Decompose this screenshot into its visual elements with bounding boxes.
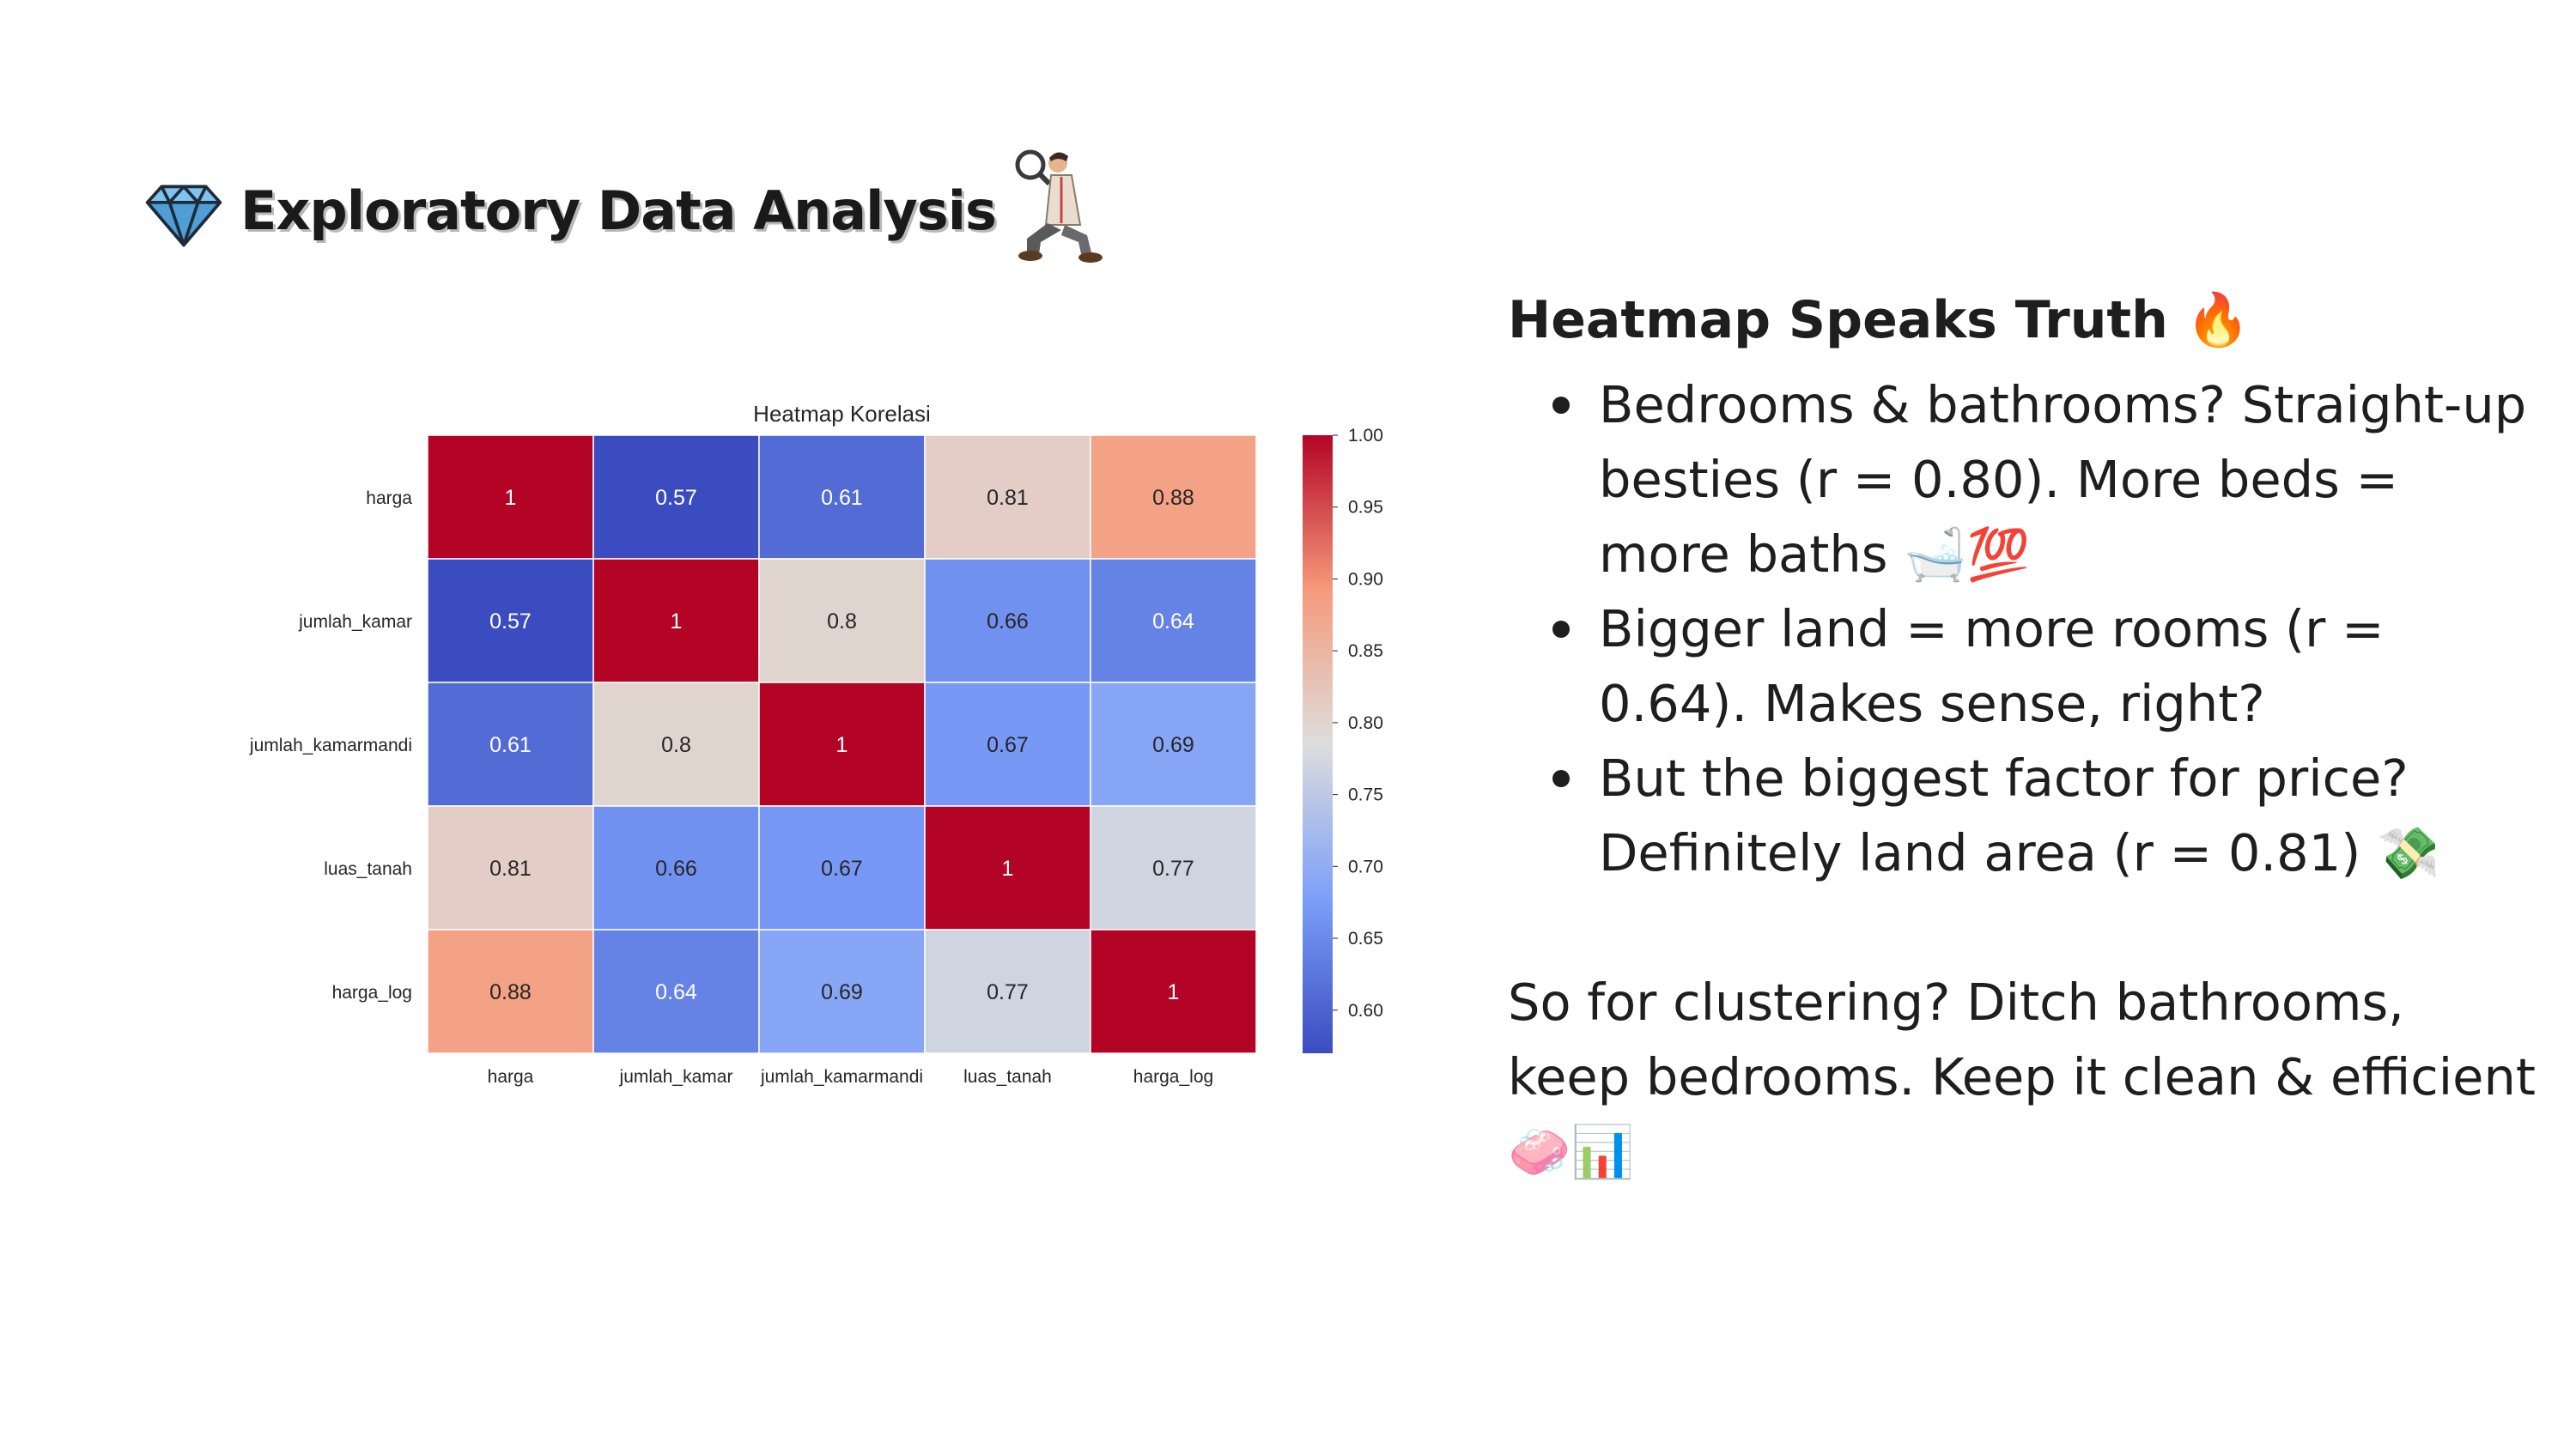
cell-value-label: 0.77: [1152, 857, 1194, 881]
cell-value-label: 0.66: [987, 609, 1029, 634]
slide-header: Exploratory Data Analysis: [144, 149, 1113, 266]
heatmap-cell: [758, 434, 926, 560]
conclusion-text: So for clustering? Ditch bathrooms, keep…: [1508, 973, 2536, 1106]
bullet-text-bedrooms-bathrooms: Bedrooms & bathrooms? Straight-up bestie…: [1599, 375, 2527, 584]
cell-value-label: 0.81: [489, 857, 532, 881]
cell-value-label: 0.69: [1152, 733, 1194, 757]
colorbar-tick-label: 0.95: [1348, 498, 1383, 518]
cell-value-label: 0.64: [655, 980, 697, 1004]
colorbar-tick-label: 0.85: [1348, 641, 1383, 661]
colorbar-tick-label: 0.75: [1348, 785, 1383, 805]
insights-heading-text: Heatmap Speaks Truth: [1508, 290, 2168, 350]
money-wings-icon: 💸: [2377, 823, 2440, 882]
list-item: Bedrooms & bathrooms? Straight-up bestie…: [1508, 367, 2538, 591]
heatmap-cell: [592, 682, 760, 807]
gem-icon: [145, 185, 222, 247]
cell-value-label: 0.8: [661, 733, 691, 757]
heatmap-cell: [758, 929, 926, 1054]
bathtub-hundred-icon: 🛁💯: [1904, 524, 2031, 584]
colorbar-tick-label: 1.00: [1348, 426, 1383, 446]
heatmap-cell: [924, 682, 1091, 807]
heatmap-cell: [427, 929, 594, 1054]
heatmap-cell: [758, 558, 926, 683]
cell-value-label: 0.81: [987, 486, 1029, 510]
colorbar-tick-label: 0.60: [1348, 1001, 1383, 1021]
cell-value-label: 0.61: [821, 486, 863, 510]
heatmap-chart: Heatmap Korelasi 1 0.57 0.61 0.81 0.88 0.57 1 0.…: [232, 391, 1434, 1094]
cell-value-label: 0.8: [827, 609, 857, 634]
page-title: Exploratory Data Analysis: [240, 179, 997, 242]
colorbar-tick-label: 0.70: [1348, 857, 1383, 876]
colorbar-tick-label: 0.90: [1348, 569, 1383, 589]
heatmap-cell: [1090, 682, 1257, 807]
conclusion-paragraph: So for clustering? Ditch bathrooms, keep…: [1508, 965, 2538, 1189]
cell-value-label: 0.88: [489, 980, 532, 1004]
y-tick-label: luas_tanah: [324, 859, 412, 879]
y-tick-label: jumlah_kamar: [298, 612, 412, 632]
x-tick-label: jumlah_kamarmandi: [760, 1067, 923, 1087]
insights-list: Bedrooms & bathrooms? Straight-up bestie…: [1508, 367, 2538, 890]
colorbar-tick-label: 0.80: [1348, 713, 1383, 733]
y-tick-label: jumlah_kamarmandi: [249, 736, 412, 755]
cell-value-label: 1: [836, 733, 848, 757]
heatmap-cell: [758, 805, 926, 931]
cell-value-label: 0.69: [821, 980, 863, 1004]
heatmap-cell: [592, 805, 760, 931]
cell-value-label: 1: [671, 609, 683, 634]
x-tick-label: harga: [488, 1067, 534, 1087]
x-tick-label: harga_log: [1133, 1067, 1213, 1087]
cell-value-label: 1: [1168, 980, 1180, 1004]
fire-icon: 🔥: [2185, 290, 2251, 350]
list-item: Bigger land = more rooms (r = 0.64). Mak…: [1508, 591, 2538, 741]
y-tick-label: harga: [366, 488, 412, 508]
cell-value-label: 0.67: [821, 857, 863, 881]
cell-value-label: 0.64: [1152, 609, 1194, 634]
cell-value-label: 0.57: [489, 609, 532, 634]
cell-value-label: 0.57: [655, 486, 697, 510]
cell-value-label: 0.88: [1152, 486, 1194, 510]
chart-title: Heatmap Korelasi: [753, 401, 931, 427]
cell-value-label: 1: [505, 486, 517, 510]
list-item: But the biggest factor for price? Defini…: [1508, 741, 2538, 890]
heatmap-cell: [427, 682, 594, 807]
cell-value-label: 0.66: [655, 857, 697, 881]
bullet-text-price-factor: But the biggest factor for price? Defini…: [1599, 749, 2409, 882]
heatmap-cell: [1090, 805, 1257, 931]
cell-value-label: 0.77: [987, 980, 1029, 1004]
soap-chart-icon: 🧼📊: [1508, 1122, 1634, 1181]
insights-heading: Heatmap Speaks Truth 🔥: [1508, 283, 2538, 357]
heatmap-cell: [592, 558, 760, 683]
x-tick-label: jumlah_kamar: [619, 1067, 733, 1087]
detective-illustration-icon: [1015, 149, 1103, 263]
cell-value-label: 1: [1002, 857, 1014, 881]
insights-panel: Heatmap Speaks Truth 🔥 Bedrooms & bathro…: [1508, 283, 2538, 1189]
heatmap-cell: [758, 682, 926, 807]
x-tick-label: luas_tanah: [963, 1067, 1052, 1087]
heatmap-cell: [1090, 434, 1257, 560]
cell-value-label: 0.61: [489, 733, 532, 757]
cell-value-label: 0.67: [987, 733, 1029, 757]
heatmap-cell: [924, 434, 1091, 560]
bullet-text-land-rooms: Bigger land = more rooms (r = 0.64). Mak…: [1599, 599, 2385, 733]
heatmap-cell: [1090, 929, 1257, 1054]
heatmap-cell: [427, 558, 594, 683]
heatmap-cell: [1090, 558, 1257, 683]
heatmap-cell: [924, 929, 1091, 1054]
y-tick-label: harga_log: [332, 983, 412, 1003]
colorbar: [1303, 435, 1333, 1053]
colorbar-tick-label: 0.65: [1348, 929, 1383, 949]
